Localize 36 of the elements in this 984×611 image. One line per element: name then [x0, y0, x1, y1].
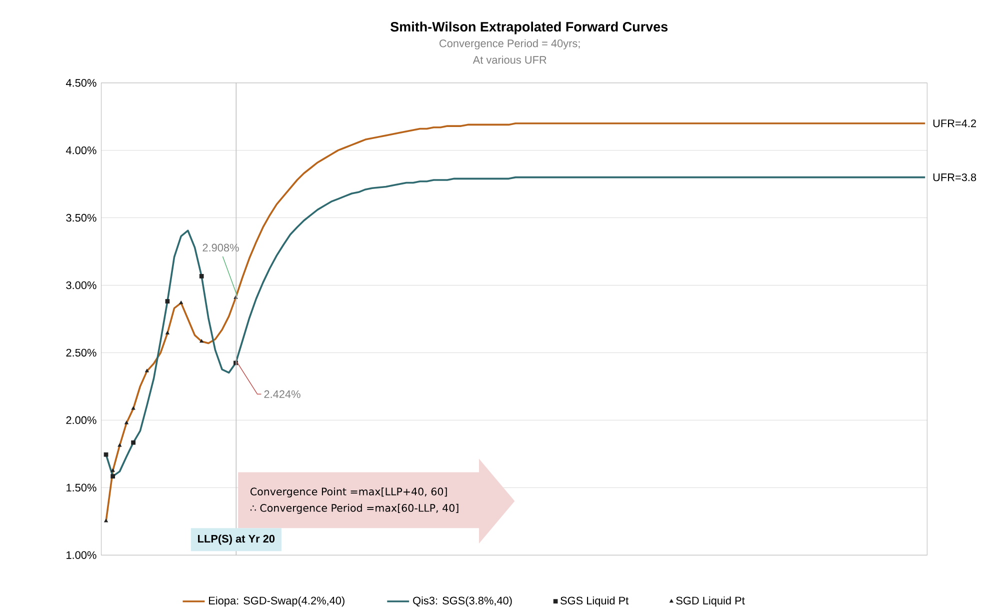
- y-tick-label: 1.00%: [66, 551, 96, 559]
- text: UFR=3.8: [933, 173, 976, 182]
- point: [124, 420, 128, 424]
- point: [179, 300, 184, 304]
- text: At various UFR: [472, 56, 546, 64]
- annotation: Convergence Point =max[LLP+40, 60]: [250, 487, 447, 498]
- legend-label: Eiopa: SGD-Swap(4.2%,40): [209, 596, 344, 607]
- y-tick-label: 3.00%: [66, 281, 96, 290]
- annotation: LLP(S) at Yr 20: [198, 534, 275, 545]
- annotation: 2.424%: [264, 390, 300, 398]
- point: [165, 299, 170, 304]
- chart-subtitle: Convergence Period = 40yrs;: [440, 39, 580, 50]
- legend-label: SGS Liquid Pt: [560, 596, 629, 607]
- y-tick-label: 1.50%: [66, 484, 96, 492]
- chart-title: Smith-Wilson Extrapolated Forward Curves: [390, 22, 668, 34]
- point: [131, 406, 136, 410]
- y-tick-label: 2.00%: [66, 416, 96, 424]
- point: [104, 452, 108, 457]
- point: [110, 474, 116, 478]
- legend-label: SGD Liquid Pt: [676, 596, 745, 607]
- point: [118, 443, 122, 447]
- y-tick-label: 4.00%: [66, 146, 96, 154]
- y-tick-label: 2.50%: [66, 348, 96, 357]
- point: [104, 518, 108, 522]
- point: [166, 330, 170, 334]
- annotation: ∴ Convergence Period =max[60-LLP, 40]: [250, 504, 458, 514]
- annotation: 2.908%: [202, 244, 239, 252]
- text: UFR=4.2: [933, 119, 976, 128]
- y-tick-label: 4.50%: [66, 79, 96, 87]
- point: [200, 339, 204, 343]
- point: [199, 274, 204, 278]
- point: [131, 440, 136, 445]
- y-tick-label: 3.50%: [66, 214, 96, 222]
- point: [110, 468, 115, 472]
- legend-label: Qis3: SGS(3.8%,40): [413, 596, 512, 607]
- point: [145, 368, 149, 372]
